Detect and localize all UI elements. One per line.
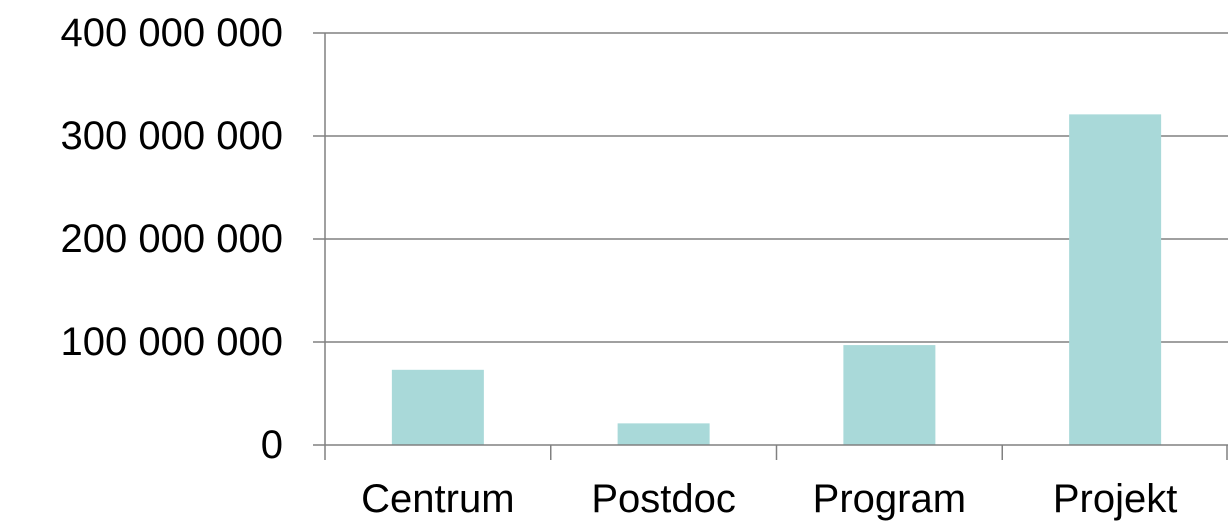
y-tick-label: 400 000 000: [61, 11, 283, 55]
axes: [313, 32, 1228, 460]
bar-program: [843, 345, 936, 445]
x-tick-label: Postdoc: [591, 477, 736, 521]
x-tick-label: Program: [813, 477, 966, 521]
y-tick-label: 0: [261, 423, 283, 467]
y-tick-labels: 0 100 000 000 200 000 000 300 000 000 400 00…: [61, 11, 283, 467]
y-tick-label: 200 000 000: [61, 217, 283, 261]
bar-projekt: [1069, 114, 1162, 446]
y-tick-label: 300 000 000: [61, 114, 283, 158]
x-tick-label: Projekt: [1053, 477, 1178, 521]
bar-postdoc: [617, 423, 710, 445]
x-tick-label: Centrum: [361, 477, 514, 521]
y-tick-label: 100 000 000: [61, 320, 283, 364]
bars: [391, 114, 1162, 446]
x-tick-labels: Centrum Postdoc Program Projekt: [361, 477, 1177, 521]
bar-centrum: [391, 369, 484, 445]
